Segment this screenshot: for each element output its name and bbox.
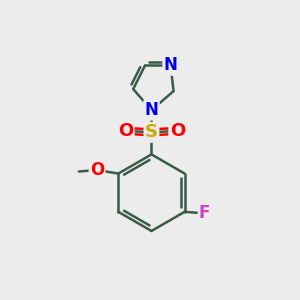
Text: S: S bbox=[145, 123, 158, 141]
Text: N: N bbox=[145, 101, 158, 119]
Text: N: N bbox=[164, 56, 178, 74]
Text: O: O bbox=[90, 161, 104, 179]
Text: O: O bbox=[170, 122, 185, 140]
Text: O: O bbox=[118, 122, 133, 140]
Text: F: F bbox=[199, 204, 210, 222]
